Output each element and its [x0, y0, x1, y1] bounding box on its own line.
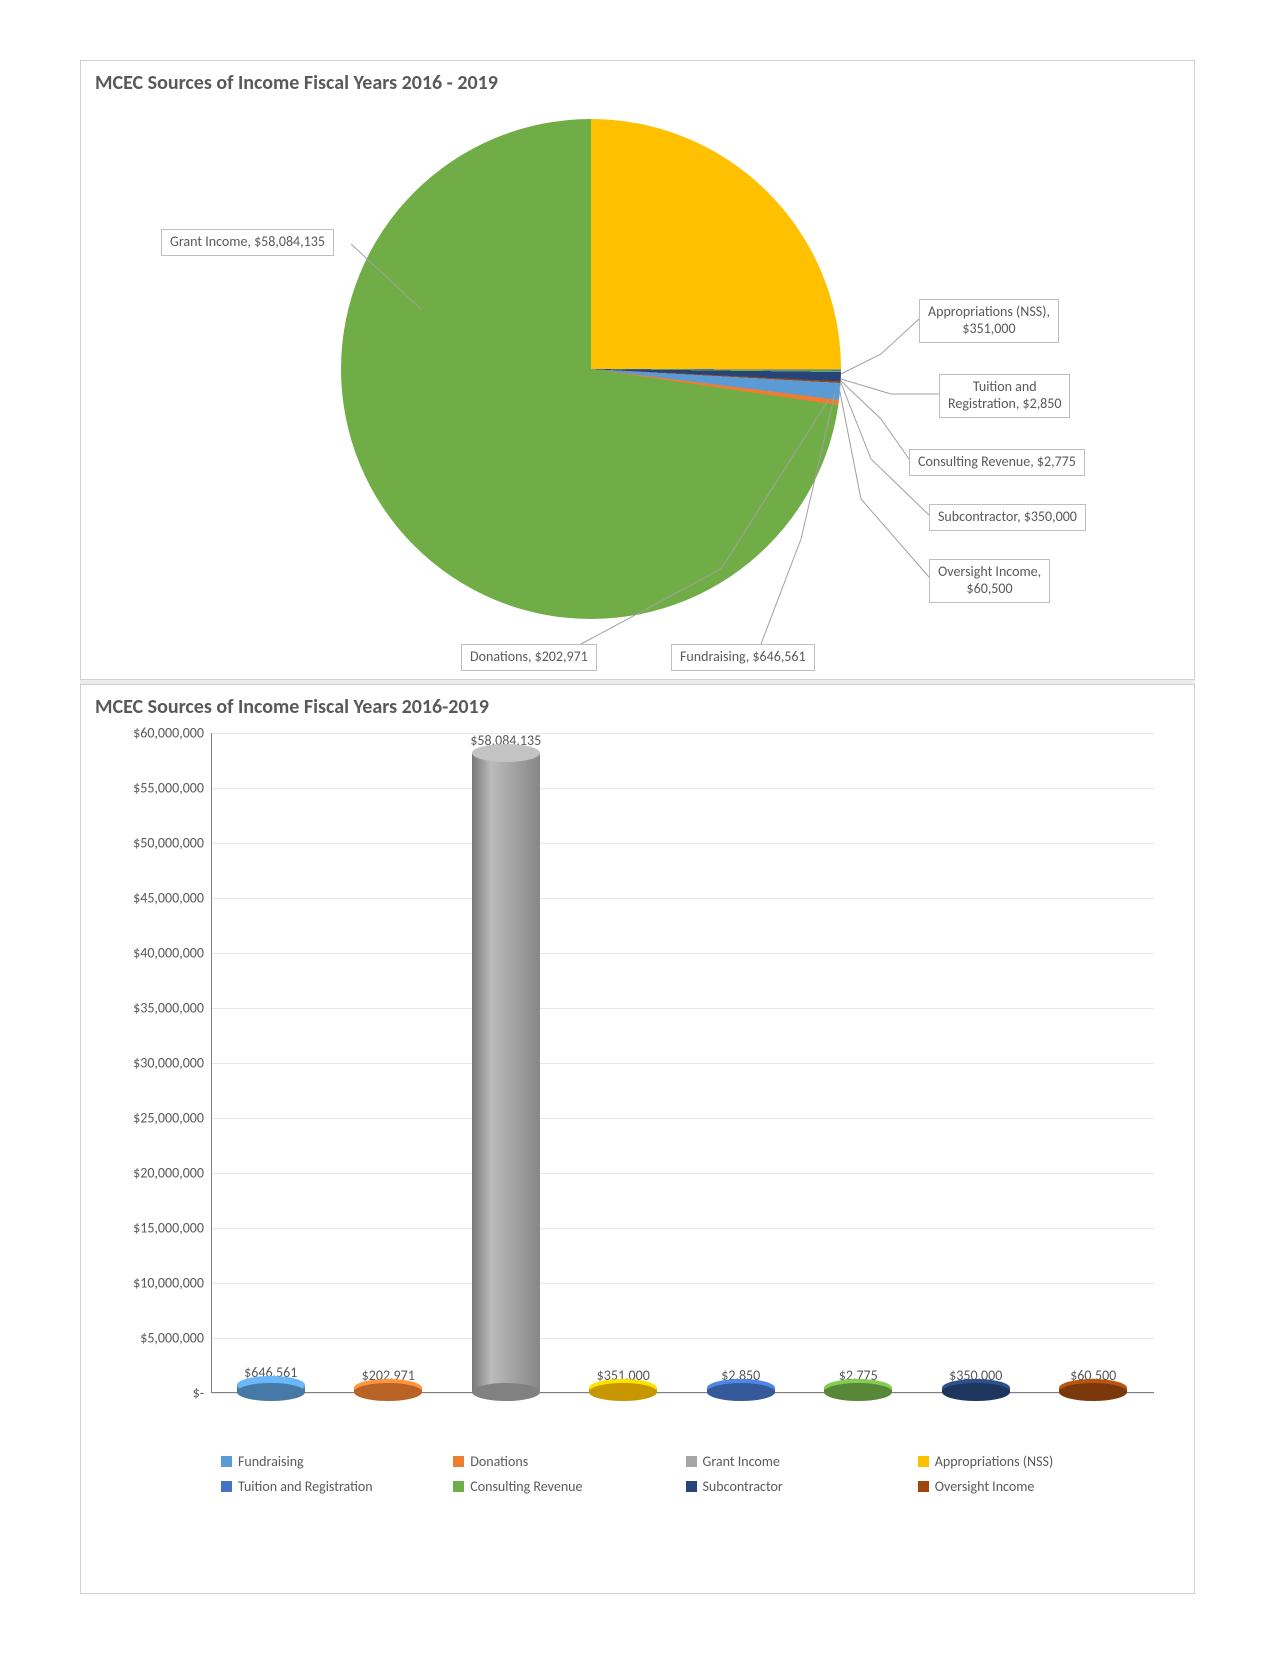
legend-swatch	[453, 1456, 464, 1467]
legend-label: Oversight Income	[935, 1478, 1035, 1495]
bar-grant-income: $58,084,135	[464, 753, 548, 1392]
bar-legend: Fundraising Donations Grant Income Appropri…	[101, 1453, 1174, 1511]
legend-swatch	[453, 1481, 464, 1492]
bar-plot-region: $-$5,000,000$10,000,000$15,000,000$20,00…	[211, 733, 1154, 1393]
callout-tuition-l1: Tuition and	[973, 378, 1037, 395]
callout-appropriations-l2: $351,000	[962, 320, 1015, 337]
callout-tuition: Tuition and Registration, $2,850	[939, 374, 1070, 418]
y-axis-label: $15,000,000	[133, 1220, 212, 1237]
legend-label: Appropriations (NSS)	[935, 1453, 1053, 1470]
legend-label: Fundraising	[238, 1453, 304, 1470]
bar-subcontractor: $350,000	[934, 1388, 1018, 1392]
gridline	[212, 843, 1154, 844]
bar-chart-area: $- $5,000,000 $10,000,000 $15,000,000 $20,00…	[81, 723, 1194, 1593]
gridline	[212, 953, 1154, 954]
y-axis-label: $30,000,000	[133, 1055, 212, 1072]
y-axis-label: $60,000,000	[133, 725, 212, 742]
callout-oversight: Oversight Income, $60,500	[929, 559, 1050, 603]
legend-swatch	[918, 1481, 929, 1492]
gridline	[212, 1228, 1154, 1229]
bar-appropriations-nss-: $351,000	[581, 1388, 665, 1392]
pie-graphic	[341, 119, 841, 619]
bar-fundraising: $646,561	[229, 1385, 313, 1392]
gridline	[212, 1173, 1154, 1174]
bar-oversight-income: $60,500	[1051, 1388, 1135, 1392]
y-axis-label: $35,000,000	[133, 1000, 212, 1017]
callout-fundraising: Fundraising, $646,561	[671, 644, 815, 671]
legend-item: Fundraising	[221, 1453, 447, 1470]
bar-consulting-revenue: $2,775	[816, 1388, 900, 1392]
page-root: MCEC Sources of Income Fiscal Years 2016…	[0, 0, 1275, 1654]
gridline	[212, 733, 1154, 734]
legend-label: Consulting Revenue	[470, 1478, 582, 1495]
pie-chart-title: MCEC Sources of Income Fiscal Years 2016…	[81, 61, 1194, 99]
y-axis-label: $55,000,000	[133, 780, 212, 797]
legend-label: Grant Income	[703, 1453, 780, 1470]
legend-swatch	[221, 1481, 232, 1492]
callout-oversight-l1: Oversight Income,	[938, 563, 1041, 580]
legend-swatch	[686, 1456, 697, 1467]
legend-item: Grant Income	[686, 1453, 912, 1470]
legend-label: Tuition and Registration	[238, 1478, 373, 1495]
gridline	[212, 788, 1154, 789]
legend-item: Tuition and Registration	[221, 1478, 447, 1495]
bar-chart-box: MCEC Sources of Income Fiscal Years 2016…	[80, 684, 1195, 1594]
callout-donations: Donations, $202,971	[461, 644, 597, 671]
bar-tuition-and-registration: $2,850	[699, 1388, 783, 1392]
gridline	[212, 1338, 1154, 1339]
callout-oversight-l2: $60,500	[967, 580, 1013, 597]
legend-item: Subcontractor	[686, 1478, 912, 1495]
gridline	[212, 1283, 1154, 1284]
gridline	[212, 1008, 1154, 1009]
legend-item: Appropriations (NSS)	[918, 1453, 1144, 1470]
y-axis-label: $5,000,000	[140, 1330, 212, 1347]
y-axis-label: $-	[193, 1385, 212, 1402]
gridline	[212, 898, 1154, 899]
legend-item: Consulting Revenue	[453, 1478, 679, 1495]
y-axis-label: $20,000,000	[133, 1165, 212, 1182]
pie-chart-area: Grant Income, $58,084,135 Appropriations…	[81, 99, 1194, 679]
gridline	[212, 1118, 1154, 1119]
y-axis-label: $50,000,000	[133, 835, 212, 852]
callout-consulting: Consulting Revenue, $2,775	[909, 449, 1085, 476]
legend-label: Subcontractor	[703, 1478, 783, 1495]
legend-swatch	[221, 1456, 232, 1467]
callout-subcontractor: Subcontractor, $350,000	[929, 504, 1086, 531]
callout-tuition-l2: Registration, $2,850	[948, 395, 1061, 412]
gridline	[212, 1063, 1154, 1064]
legend-item: Oversight Income	[918, 1478, 1144, 1495]
legend-swatch	[686, 1481, 697, 1492]
callout-grant-income: Grant Income, $58,084,135	[161, 229, 334, 256]
legend-label: Donations	[470, 1453, 528, 1470]
callout-appropriations: Appropriations (NSS), $351,000	[919, 299, 1059, 343]
y-axis-label: $25,000,000	[133, 1110, 212, 1127]
legend-swatch	[918, 1456, 929, 1467]
y-axis-label: $10,000,000	[133, 1275, 212, 1292]
bar-donations: $202,971	[346, 1388, 430, 1392]
legend-item: Donations	[453, 1453, 679, 1470]
y-axis-label: $40,000,000	[133, 945, 212, 962]
callout-appropriations-l1: Appropriations (NSS),	[928, 303, 1050, 320]
pie-chart-box: MCEC Sources of Income Fiscal Years 2016…	[80, 60, 1195, 680]
bar-chart-title: MCEC Sources of Income Fiscal Years 2016…	[81, 685, 1194, 723]
y-axis-label: $45,000,000	[133, 890, 212, 907]
